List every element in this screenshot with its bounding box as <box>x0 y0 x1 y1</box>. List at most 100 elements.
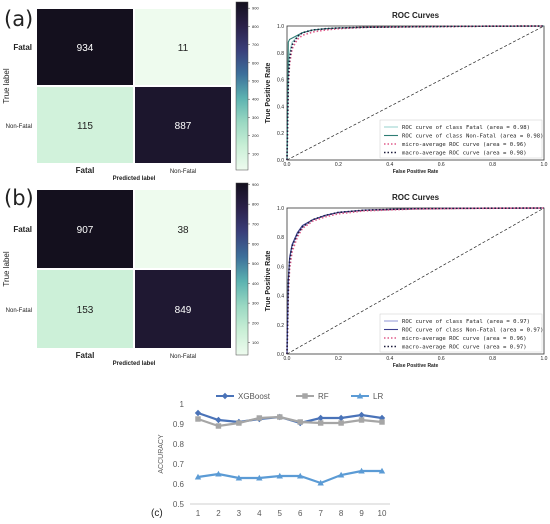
legend-label: ROC curve of class Non-Fatal (area = 0.9… <box>402 134 543 140</box>
colorbar-tick-label: 300 <box>252 115 259 120</box>
y-tick-label: 0.2 <box>277 131 284 137</box>
colorbar-tick-label: 500 <box>252 261 259 266</box>
y-tick-label: 0.5 <box>173 500 185 509</box>
chart-title: ROC Curves <box>392 11 440 20</box>
x-tick-label: 0.0 <box>284 356 291 362</box>
legend-label: RF <box>318 392 329 401</box>
y-tick-label: 1.0 <box>277 24 284 30</box>
col-label: Non-Fatal <box>170 354 196 360</box>
cell-value: 38 <box>177 225 189 236</box>
y-axis-title: True Positive Rate <box>265 63 272 124</box>
x-tick-label: 0.8 <box>489 356 496 362</box>
col-label: Fatal <box>76 166 95 175</box>
data-point-triangle <box>297 472 304 479</box>
cell-value: 153 <box>77 305 94 316</box>
panel-label: (a) <box>4 7 33 31</box>
cell-value: 11 <box>178 43 189 54</box>
colorbar-tick-label: 900 <box>252 182 259 187</box>
x-tick-label: 10 <box>378 509 387 518</box>
colorbar-tick-label: 100 <box>252 151 259 156</box>
x-tick-label: 0.4 <box>386 162 393 168</box>
legend-label: micro-average ROC curve (area = 0.96) <box>402 142 527 148</box>
legend-label: ROC curve of class Fatal (area = 0.97) <box>402 319 530 325</box>
y-tick-label: 0.8 <box>173 440 185 449</box>
panel-label: (b) <box>4 186 34 210</box>
colorbar-tick-label: 400 <box>252 97 259 102</box>
y-axis-title: ACCURACY <box>158 434 165 474</box>
x-tick-label: 0.2 <box>335 162 342 168</box>
data-point-square <box>256 415 263 421</box>
matrix-cell <box>135 87 231 163</box>
confusion-matrix-2: (b) 907 38 153 849 Fatal Non-Fatal Fatal Non-Fat… <box>2 182 259 367</box>
data-point-triangle <box>378 467 386 474</box>
x-axis-title: False Positive Rate <box>393 363 439 369</box>
data-point-diamond <box>358 411 365 419</box>
x-tick-label: 0.4 <box>386 356 393 362</box>
roc-series-line <box>286 25 545 161</box>
data-point-triangle <box>358 467 365 474</box>
colorbar-tick-label: 700 <box>252 42 259 47</box>
x-tick-label: 7 <box>318 509 323 518</box>
colorbar-tick-label: 700 <box>252 221 259 226</box>
legend-label: ROC curve of class Fatal (area = 0.98) <box>402 125 530 131</box>
roc-series-line <box>286 207 545 355</box>
x-tick-label: 0.8 <box>489 162 496 168</box>
colorbar-tick-label: 300 <box>252 301 259 306</box>
data-point-square <box>302 393 308 399</box>
row-label: Non-Fatal <box>6 124 32 130</box>
x-tick-label: 0.2 <box>335 356 342 362</box>
cell-value: 907 <box>77 225 94 236</box>
y-tick-label: 0.6 <box>277 264 284 270</box>
x-tick-label: 4 <box>257 509 262 518</box>
y-tick-label: 0.4 <box>277 104 284 110</box>
matrix-cell <box>37 87 133 163</box>
y-axis-title: True label <box>2 251 11 287</box>
colorbar-tick-label: 900 <box>252 6 259 11</box>
y-tick-label: 0.8 <box>277 235 284 241</box>
data-point-triangle <box>337 471 345 478</box>
confusion-matrix-0: (a) 934 11 115 887 Fatal Non-Fatal Fatal Non-Fat… <box>2 1 259 182</box>
data-point-square <box>379 419 385 425</box>
x-tick-label: 3 <box>237 509 242 518</box>
cell-value: 849 <box>175 305 192 316</box>
y-tick-label: 1.0 <box>277 206 284 212</box>
col-label: Fatal <box>76 351 95 360</box>
row-label: Fatal <box>13 225 32 234</box>
col-label: Non-Fatal <box>170 169 196 175</box>
x-tick-label: 1.0 <box>541 356 548 362</box>
data-point-diamond <box>337 414 345 422</box>
colorbar-tick-label: 500 <box>252 78 259 83</box>
y-tick-label: 0.6 <box>277 78 284 84</box>
x-tick-label: 2 <box>216 509 221 518</box>
y-tick-label: 0.7 <box>173 460 185 469</box>
colorbar <box>235 1 249 171</box>
roc-chart-1: ROC Curves 0.0 0.2 0.4 0.6 0.8 1.0 0.0 0.2 0.4 0.6… <box>265 11 548 175</box>
colorbar-tick-label: 600 <box>252 241 259 246</box>
y-tick-label: 0.0 <box>277 352 284 358</box>
y-tick-label: 1 <box>180 400 185 409</box>
data-point-triangle <box>235 474 243 481</box>
panel-label: (c) <box>151 508 163 519</box>
row-label: Non-Fatal <box>6 308 32 314</box>
colorbar-tick-label: 100 <box>252 340 259 345</box>
colorbar-tick-label: 600 <box>252 60 259 65</box>
legend-label: micro-average ROC curve (area = 0.96) <box>402 336 527 342</box>
cell-value: 934 <box>77 43 94 54</box>
x-tick-label: 1 <box>196 509 201 518</box>
data-point-square <box>236 420 242 426</box>
y-tick-label: 0.6 <box>173 480 185 489</box>
chance-diagonal <box>286 25 545 161</box>
data-point-triangle <box>356 392 364 399</box>
x-axis-title: Predicted label <box>113 361 156 367</box>
row-label: Fatal <box>13 43 32 52</box>
y-tick-label: 0.2 <box>277 323 284 329</box>
legend-label: macro-average ROC curve (area = 0.98) <box>402 151 527 157</box>
y-axis-title: True Positive Rate <box>265 251 272 312</box>
x-tick-label: 8 <box>339 509 344 518</box>
legend-label: XGBoost <box>238 392 271 401</box>
x-axis-title: Predicted label <box>113 176 156 182</box>
accuracy-chart: (c)0.50.60.70.80.9112345678910K-FOLDACCU… <box>151 392 390 519</box>
x-tick-label: 9 <box>359 509 364 518</box>
colorbar-tick-label: 400 <box>252 281 259 286</box>
